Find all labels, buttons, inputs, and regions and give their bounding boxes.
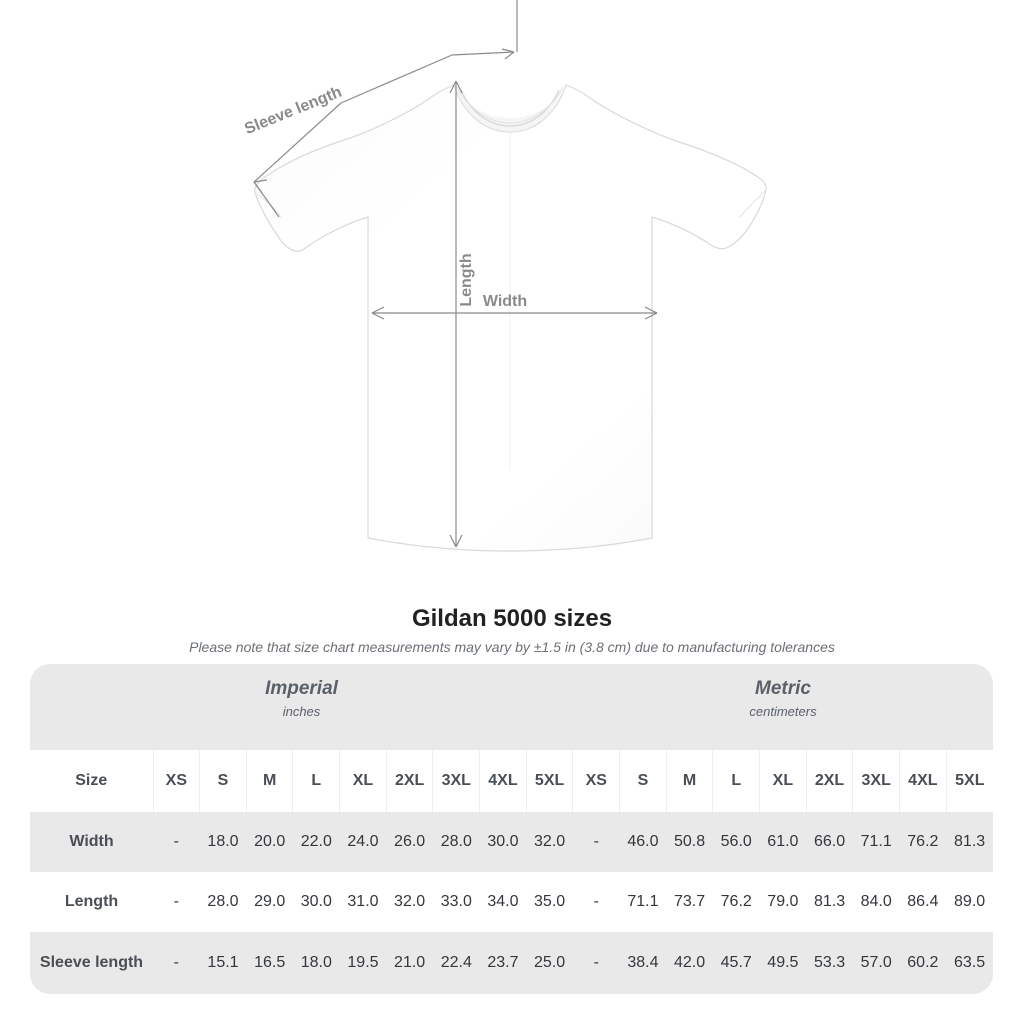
- svg-text:Sleeve length: Sleeve length: [242, 84, 344, 138]
- svg-text:Width: Width: [483, 293, 527, 310]
- svg-text:Length: Length: [458, 253, 475, 306]
